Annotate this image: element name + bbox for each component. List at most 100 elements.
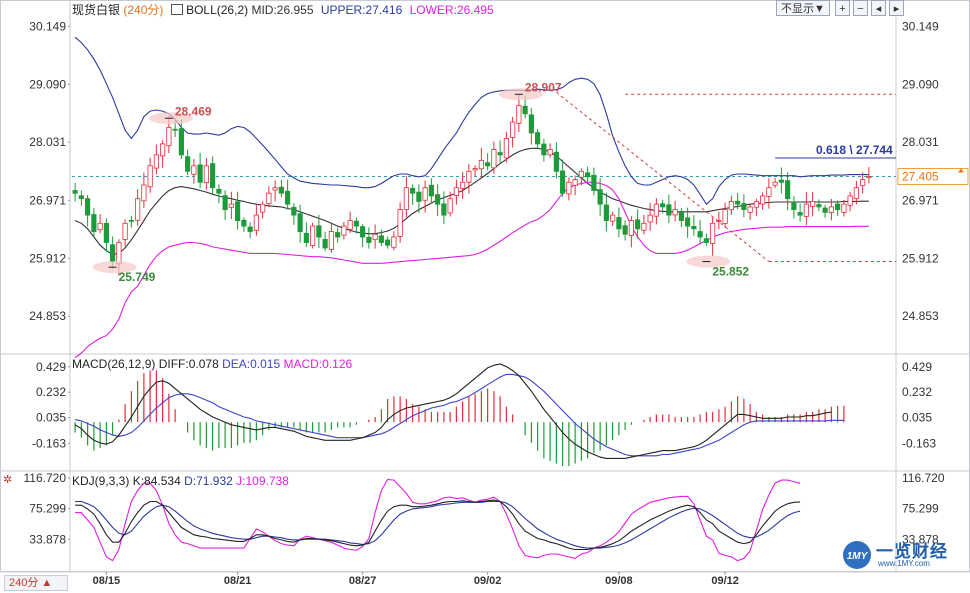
price-annotations: 28.469 25.749 28.907 25.852 0.618 \ 27.744: [92, 80, 896, 284]
zoom-in-button[interactable]: +: [835, 0, 850, 16]
settings-icon[interactable]: ✲: [3, 474, 13, 486]
logo-url: www.1MY.com: [878, 559, 930, 568]
boll-mid-line: [74, 147, 869, 256]
candle-body: [716, 220, 722, 222]
candle-body: [403, 187, 409, 210]
candle-body: [485, 162, 491, 167]
macd-right-tick-label: 0.429: [902, 360, 932, 374]
candle-body: [328, 231, 334, 250]
macd-diff-value: DIFF:0.078: [158, 357, 219, 371]
kdj-j-line: [75, 478, 801, 562]
candle-body: [722, 209, 728, 224]
kdj-k-line: [75, 499, 801, 551]
macd-macd-value: MACD:0.126: [283, 357, 353, 371]
candle-body: [141, 184, 147, 202]
candle-body: [353, 220, 359, 227]
candle-body: [553, 151, 559, 172]
boll-upper-line: [74, 36, 869, 206]
price-right-tick-label: 30.149: [902, 19, 939, 33]
scroll-left-button[interactable]: ◂: [871, 0, 886, 16]
price-panel-header: 现货白银 (240分) BOLL(26,2) MID:26.955 UPPER:…: [72, 3, 494, 17]
candle-body: [841, 203, 847, 213]
macd-panel-header: MACD(26,12,9) DIFF:0.078 DEA:0.015 MACD:…: [72, 357, 352, 371]
candle-body: [528, 114, 534, 134]
candle-body: [197, 164, 203, 183]
candle-body: [160, 143, 166, 157]
boll-mid-line: [74, 147, 869, 256]
candlestick-series[interactable]: [72, 93, 872, 276]
candle-body: [603, 204, 609, 221]
candle-body: [616, 217, 622, 230]
candle-body: [653, 203, 659, 217]
candle-body: [266, 192, 272, 205]
candle-body: [622, 225, 628, 235]
candle-body: [360, 226, 366, 238]
price-right-tick-label: 28.031: [902, 135, 939, 149]
candle-body: [516, 105, 522, 124]
candle-body: [316, 225, 322, 238]
candle-body: [641, 222, 647, 231]
candle-body: [310, 225, 316, 246]
candle-body: [147, 165, 153, 188]
candle-body: [753, 201, 759, 208]
extreme-label: 25.749: [119, 270, 156, 284]
candle-body: [785, 180, 791, 200]
candle-body: [522, 105, 528, 115]
scroll-right-button[interactable]: ▸: [889, 0, 904, 16]
period-button[interactable]: 240分 ▲: [4, 575, 68, 591]
macd-left-tick-label: 0.035: [36, 411, 66, 425]
macd-left-tick-label: 0.232: [36, 385, 66, 399]
candle-body: [691, 225, 697, 230]
boll-toggle-icon[interactable]: [170, 4, 183, 15]
kdj-right-tick-label: 75.299: [902, 502, 939, 516]
candle-body: [741, 203, 747, 211]
kdj-label: KDJ(9,3,3): [72, 474, 130, 488]
candle-body: [247, 226, 253, 232]
boll-lower-value: LOWER:26.495: [409, 3, 494, 17]
macd-dea-line: [74, 373, 844, 457]
boll-upper-value: UPPER:27.416: [320, 3, 403, 17]
candle-body: [797, 212, 803, 216]
candle-body: [853, 187, 859, 199]
kdj-panel-header: KDJ(9,3,3) K:84.534 D:71.932 J:109.738: [72, 474, 289, 488]
candle-body: [578, 170, 584, 178]
candle-body: [222, 195, 228, 211]
macd-histogram: [74, 370, 845, 467]
candle-body: [103, 222, 109, 243]
candle-body: [297, 213, 303, 232]
candle-body: [672, 209, 678, 216]
date-tick-label: 09/12: [711, 575, 739, 587]
candle-body: [560, 170, 566, 194]
instrument-name: 现货白银: [72, 3, 121, 17]
candle-body: [572, 179, 578, 186]
candle-body: [210, 163, 216, 189]
svg-text:1MY: 1MY: [847, 551, 869, 562]
boll-upper-line: [74, 36, 869, 206]
period-label: 240分: [127, 3, 160, 17]
price-left-tick-label: 24.853: [29, 309, 66, 323]
candle-body: [347, 220, 353, 230]
candle-body: [678, 211, 684, 221]
candle-body: [660, 203, 666, 208]
candle-body: [766, 187, 772, 197]
candle-body: [391, 236, 397, 248]
zoom-out-button[interactable]: −: [853, 0, 868, 16]
candle-body: [216, 188, 222, 194]
candle-body: [110, 244, 116, 263]
candle-body: [135, 198, 141, 221]
macd-left-tick-label: 0.429: [36, 360, 66, 374]
candle-body: [535, 132, 541, 145]
logo-icon: 1MY: [843, 541, 871, 569]
kdj-d-value: D:71.932: [184, 474, 233, 488]
candle-body: [835, 203, 841, 211]
candle-body: [710, 222, 716, 244]
candle-body: [372, 233, 378, 241]
price-right-tick-label: 25.912: [902, 251, 939, 265]
candle-body: [366, 236, 372, 243]
candle-body: [228, 203, 234, 208]
axis-labels: 30.149 30.149 29.090 29.090 28.031 28.031 26.9…: [24, 19, 969, 587]
candle-body: [78, 195, 84, 200]
candle-body: [153, 154, 159, 169]
display-select[interactable]: 不显示▼: [776, 0, 830, 16]
